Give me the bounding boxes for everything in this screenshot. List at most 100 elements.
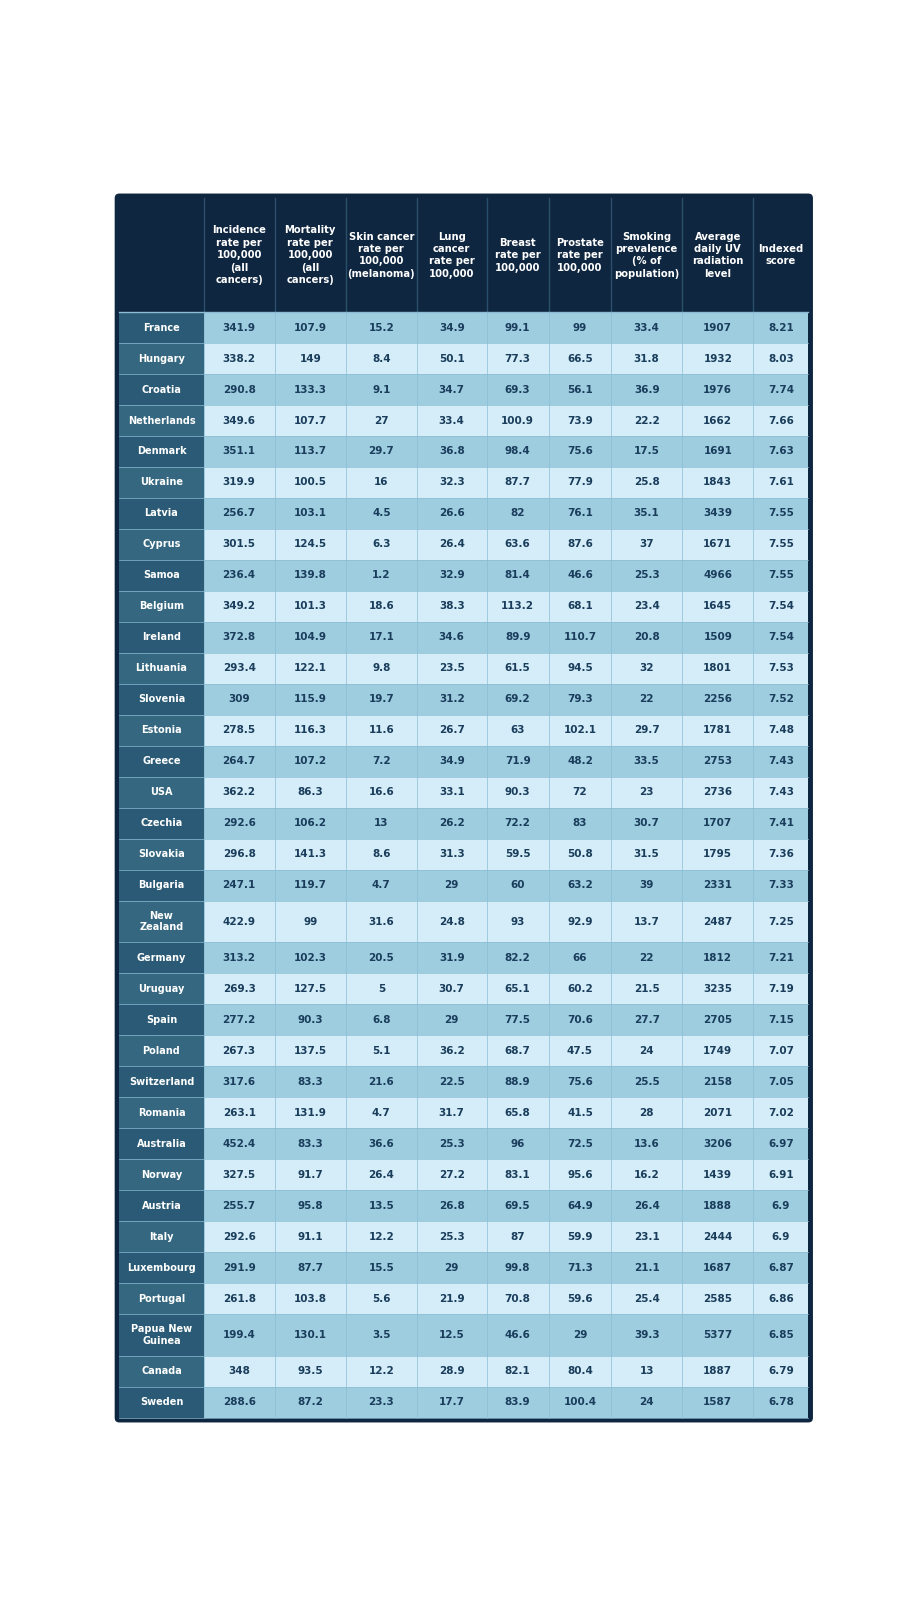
Text: 7.54: 7.54 (767, 632, 794, 642)
Bar (204, 1387, 275, 1418)
Text: 106.2: 106.2 (294, 818, 327, 829)
Text: 25.3: 25.3 (439, 1232, 464, 1242)
Bar (119, 1098, 204, 1128)
Bar (487, 653, 548, 683)
Bar (119, 683, 204, 715)
Text: 2487: 2487 (703, 917, 732, 926)
Bar (417, 1253, 487, 1283)
Bar (682, 1253, 753, 1283)
Bar (682, 683, 753, 715)
Text: Denmark: Denmark (137, 446, 186, 456)
Bar (346, 498, 417, 530)
Bar (753, 808, 808, 838)
Text: 16.6: 16.6 (368, 787, 395, 797)
Bar (417, 342, 487, 374)
Text: 122.1: 122.1 (294, 664, 327, 674)
Bar (487, 1221, 548, 1253)
Text: 2071: 2071 (703, 1107, 732, 1118)
Text: 87.6: 87.6 (567, 539, 593, 549)
Bar (611, 1005, 682, 1035)
Text: 5.6: 5.6 (372, 1293, 391, 1304)
Text: 13.7: 13.7 (634, 917, 660, 926)
Text: 50.1: 50.1 (439, 354, 464, 363)
Text: 362.2: 362.2 (223, 787, 256, 797)
Text: 71.9: 71.9 (505, 757, 530, 766)
Bar (275, 870, 346, 901)
Text: 1645: 1645 (703, 602, 732, 611)
Bar (548, 1098, 611, 1128)
Text: 63.6: 63.6 (505, 539, 530, 549)
Bar (204, 530, 275, 560)
Text: 23.5: 23.5 (439, 664, 464, 674)
Text: 7.05: 7.05 (767, 1077, 794, 1086)
Text: 7.55: 7.55 (767, 539, 794, 549)
Text: 72.5: 72.5 (567, 1139, 593, 1149)
Text: 81.4: 81.4 (505, 570, 530, 581)
Bar (204, 1253, 275, 1283)
Text: 7.48: 7.48 (767, 725, 794, 736)
Bar (753, 776, 808, 808)
Bar (119, 467, 204, 498)
Bar (487, 1128, 548, 1160)
Text: 99.1: 99.1 (505, 323, 530, 333)
Text: 1888: 1888 (703, 1200, 732, 1211)
Text: 7.2: 7.2 (372, 757, 391, 766)
Bar (753, 1355, 808, 1387)
Bar (346, 530, 417, 560)
Bar (275, 808, 346, 838)
Text: 25.4: 25.4 (634, 1293, 660, 1304)
Bar (346, 1190, 417, 1221)
Bar (346, 808, 417, 838)
Text: 349.2: 349.2 (223, 602, 256, 611)
Bar (417, 1098, 487, 1128)
Text: 351.1: 351.1 (223, 446, 256, 456)
Text: 6.3: 6.3 (372, 539, 391, 549)
Bar (346, 312, 417, 342)
Text: 33.1: 33.1 (439, 787, 464, 797)
Bar (275, 1128, 346, 1160)
Text: 82.2: 82.2 (505, 954, 530, 963)
Text: 88.9: 88.9 (505, 1077, 530, 1086)
Text: 6.87: 6.87 (767, 1262, 794, 1272)
Bar (417, 622, 487, 653)
Text: 13: 13 (640, 1366, 654, 1376)
Text: Bulgaria: Bulgaria (138, 880, 185, 890)
Bar (275, 437, 346, 467)
Text: 338.2: 338.2 (223, 354, 256, 363)
Bar (119, 942, 204, 973)
Text: 31.5: 31.5 (634, 850, 660, 859)
Bar (204, 560, 275, 590)
Text: 20.8: 20.8 (634, 632, 660, 642)
Bar (682, 1190, 753, 1221)
Text: 99: 99 (573, 323, 587, 333)
Bar (346, 342, 417, 374)
Bar (548, 342, 611, 374)
Text: 7.41: 7.41 (767, 818, 794, 829)
Text: Poland: Poland (143, 1046, 180, 1056)
Bar (275, 715, 346, 746)
Bar (753, 1283, 808, 1314)
Text: 102.1: 102.1 (564, 725, 596, 736)
Text: 6.97: 6.97 (768, 1139, 794, 1149)
Bar (548, 1035, 611, 1066)
Bar (548, 1190, 611, 1221)
Bar (119, 437, 204, 467)
Text: Lung
cancer
rate per
100,000: Lung cancer rate per 100,000 (429, 232, 474, 278)
Bar (204, 312, 275, 342)
Bar (682, 405, 753, 437)
Bar (487, 870, 548, 901)
Text: 36.6: 36.6 (368, 1139, 395, 1149)
Text: 1801: 1801 (703, 664, 732, 674)
Text: 31.2: 31.2 (439, 694, 464, 704)
Bar (548, 838, 611, 870)
Bar (487, 590, 548, 622)
Bar (204, 776, 275, 808)
Bar (275, 1283, 346, 1314)
Bar (346, 437, 417, 467)
Bar (487, 1190, 548, 1221)
Text: 13.6: 13.6 (634, 1139, 660, 1149)
Text: 269.3: 269.3 (223, 984, 255, 994)
Bar (753, 312, 808, 342)
Text: 72: 72 (573, 787, 587, 797)
Bar (753, 1253, 808, 1283)
